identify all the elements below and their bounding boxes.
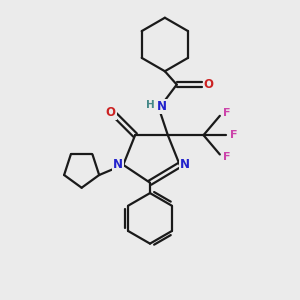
Text: N: N	[180, 158, 190, 171]
Text: F: F	[223, 152, 230, 162]
Text: F: F	[230, 130, 238, 140]
Text: O: O	[204, 78, 214, 91]
Text: O: O	[106, 106, 116, 119]
Text: H: H	[146, 100, 155, 110]
Text: N: N	[157, 100, 167, 113]
Text: F: F	[223, 108, 230, 118]
Text: N: N	[113, 158, 123, 171]
